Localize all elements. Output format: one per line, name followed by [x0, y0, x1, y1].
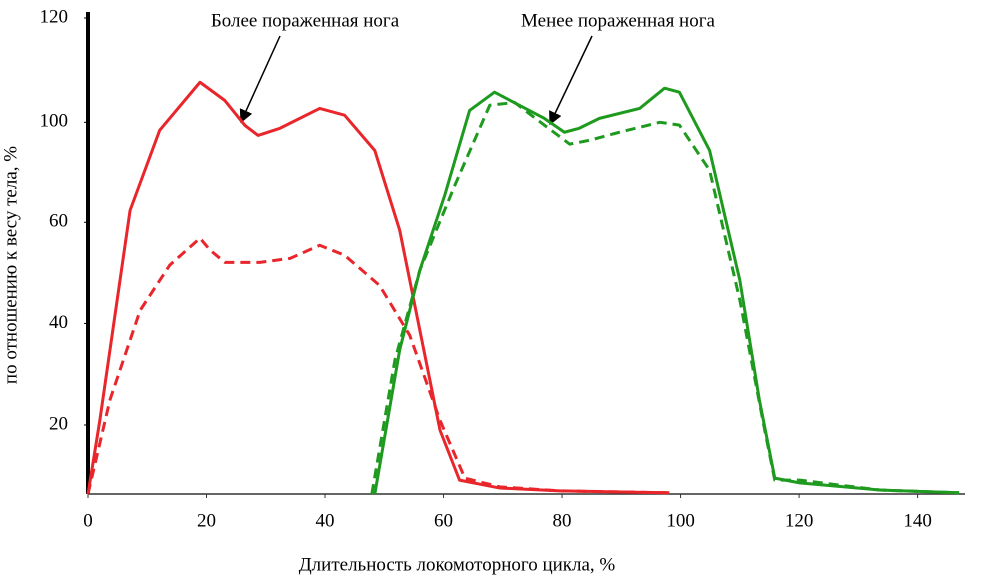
x-tick-label: 120 [785, 510, 814, 531]
y-tick-label: 120 [40, 6, 69, 27]
data-line [86, 236, 670, 495]
y-tick-label: 100 [40, 111, 69, 132]
x-axis-label: Длительность локомоторного цикла, % [299, 554, 616, 575]
y-tick-label: 40 [49, 312, 68, 333]
data-line [86, 80, 670, 495]
x-tick-label: 140 [903, 510, 932, 531]
y-tick-label: 60 [49, 211, 68, 232]
x-tick-label: 20 [197, 510, 216, 531]
x-tick-label: 80 [553, 510, 572, 531]
annotation: Менее пораженная нога [521, 10, 715, 31]
annotation-arrow [239, 35, 281, 124]
y-axis-label: по отношению к весу тела, % [0, 146, 21, 384]
data-line [370, 100, 960, 495]
x-tick-label: 40 [316, 510, 335, 531]
data-line [373, 86, 960, 495]
x-tick-label: 100 [666, 510, 695, 531]
annotation-arrow [549, 35, 593, 126]
y-tick-label: 20 [49, 413, 68, 434]
x-tick-label: 60 [434, 510, 453, 531]
x-tick-label: 0 [83, 510, 93, 531]
annotation: Более пораженная нога [211, 10, 400, 31]
